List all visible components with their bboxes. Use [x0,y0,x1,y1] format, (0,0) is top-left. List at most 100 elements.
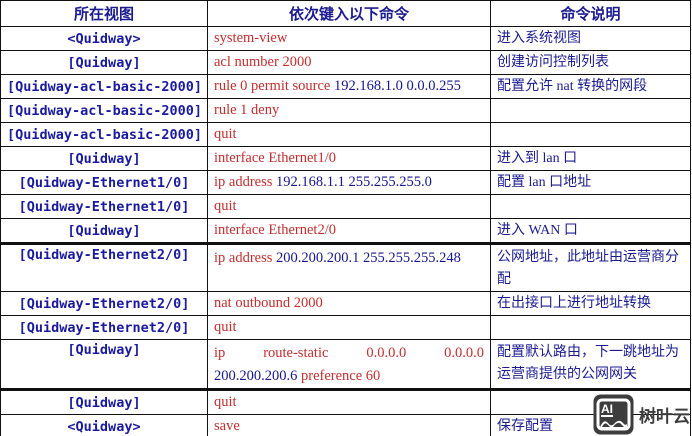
command-keyword: preference 60 [301,368,381,384]
command-line: interface Ethernet1/0 [214,148,484,170]
column-header-description: 命令说明 [490,0,691,27]
view-cell: [Quidway] [0,146,208,171]
command-table-body: <Quidway> system-view 进入系统视图 [Quidway] acl n… [0,26,691,436]
command-cell: interface Ethernet1/0 [207,146,491,171]
command-keyword: rule 0 permit source [214,78,334,94]
table-row: [Quidway] acl number 2000 创建访问控制列表 [0,50,691,75]
command-line: interface Ethernet2/0 [214,220,484,243]
command-cell: rule 0 permit source 192.168.1.0 0.0.0.2… [207,74,491,99]
table-row: [Quidway-acl-basic-2000] quit [0,122,691,147]
command-keyword: 0.0.0.0 [366,345,407,361]
command-line: system-view [214,28,484,50]
command-value: 192.168.1.0 0.0.0.255 [334,78,461,94]
ai-logo-icon: AI [593,394,634,435]
table-row: [Quidway] interface Ethernet1/0 进入到 lan 口 [0,146,691,171]
command-cell: ip address 192.168.1.1 255.255.255.0 [207,170,491,195]
command-line: quit [214,317,484,339]
command-keyword: quit [214,319,237,335]
view-cell: [Quidway] [0,50,208,75]
table-row: [Quidway] quit [0,388,691,415]
description-cell: 保存配置 [490,414,691,436]
command-line: 200.200.200.6 preference 60 [214,365,484,388]
command-keyword: quit [214,198,237,214]
description-cell: 配置允许 nat 转换的网段 [490,74,691,99]
description-cell [490,122,691,147]
description-cell: 进入到 lan 口 [490,146,691,171]
command-cell: rule 1 deny [207,98,491,123]
description-cell: 进入 WAN 口 [490,218,691,244]
command-keyword: quit [214,126,237,142]
command-line: ip route-static 0.0.0.0 0.0.0.0 [214,342,484,365]
description-cell: 创建访问控制列表 [490,50,691,75]
command-cell: save [207,414,491,436]
command-keyword: acl number 2000 [214,54,312,70]
command-line: rule 1 deny [214,100,484,122]
description-cell: 配置默认路由，下一跳地址为运营商提供的公网网关 [490,339,691,390]
command-keyword: nat outbound 2000 [214,295,323,311]
command-line: rule 0 permit source 192.168.1.0 0.0.0.2… [214,76,484,98]
command-keyword: ip address [214,174,277,190]
table-row: [Quidway] ip route-static 0.0.0.0 0.0.0.0 200… [0,339,691,390]
watermark-brand: 树叶云 [639,407,690,426]
command-line: nat outbound 2000 [214,293,484,315]
table-row: [Quidway-Ethernet1/0] ip address 192.168.… [0,170,691,195]
description-cell: 进入系统视图 [490,26,691,51]
view-cell: [Quidway] [0,218,208,244]
table-row: <Quidway> save 保存配置 [0,414,691,436]
table-row: [Quidway] interface Ethernet2/0 进入 WAN 口 [0,218,691,244]
table-row: [Quidway-Ethernet2/0] quit [0,315,691,340]
command-line: ip address 192.168.1.1 255.255.255.0 [214,172,484,194]
command-cell: nat outbound 2000 [207,291,491,316]
description-cell [490,98,691,123]
table-row: [Quidway-acl-basic-2000] rule 0 permit so… [0,74,691,99]
watermark: AI 树叶云 [593,394,692,435]
command-line: quit [214,196,484,218]
view-cell: [Quidway-acl-basic-2000] [0,74,208,99]
header-row: 所在视图 依次键入以下命令 命令说明 [0,0,691,27]
command-keyword: 0.0.0.0 [444,345,484,361]
command-keyword: interface Ethernet1/0 [214,150,336,166]
command-line: quit [214,393,484,414]
command-cell: quit [207,388,491,415]
table-row: [Quidway-Ethernet2/0] ip address 200.200.… [0,242,691,292]
table-row: [Quidway-Ethernet2/0] nat outbound 2000 在出… [0,291,691,316]
column-header-view: 所在视图 [0,0,208,27]
description-cell: 公网地址，此地址由运营商分配 [490,242,691,292]
command-keyword: route-static [263,345,329,361]
view-cell: [Quidway] [0,388,208,415]
view-cell: [Quidway-acl-basic-2000] [0,98,208,123]
command-cell: interface Ethernet2/0 [207,218,491,244]
command-cell: quit [207,194,491,219]
view-cell: [Quidway-Ethernet2/0] [0,242,208,292]
description-cell [490,194,691,219]
command-cell: ip route-static 0.0.0.0 0.0.0.0 200.200.200.… [207,339,491,390]
table-row: [Quidway-acl-basic-2000] rule 1 deny [0,98,691,123]
table-row: [Quidway-Ethernet1/0] quit [0,194,691,219]
column-header-command: 依次键入以下命令 [207,0,491,27]
table-row: <Quidway> system-view 进入系统视图 [0,26,691,51]
view-cell: [Quidway-Ethernet2/0] [0,315,208,340]
command-cell: acl number 2000 [207,50,491,75]
command-cell: ip address 200.200.200.1 255.255.255.248 [207,242,491,292]
view-cell: <Quidway> [0,26,208,51]
description-cell: 在出接口上进行地址转换 [490,291,691,316]
command-value: 200.200.200.1 255.255.255.248 [276,250,461,266]
view-cell: [Quidway-Ethernet2/0] [0,291,208,316]
command-keyword: save [214,418,240,434]
svg-text:AI: AI [601,402,613,416]
description-cell [490,315,691,340]
command-cell: quit [207,122,491,147]
command-keyword: rule 1 deny [214,102,280,118]
command-line: quit [214,124,484,146]
command-cell: quit [207,315,491,340]
view-cell: <Quidway> [0,414,208,436]
description-cell: 配置 lan 口地址 [490,170,691,195]
command-line: ip address 200.200.200.1 255.255.255.248 [214,247,484,270]
view-cell: [Quidway-acl-basic-2000] [0,122,208,147]
view-cell: [Quidway-Ethernet1/0] [0,194,208,219]
view-cell: [Quidway-Ethernet1/0] [0,170,208,195]
command-value: 192.168.1.1 255.255.255.0 [276,174,432,190]
command-keyword: ip address [214,250,277,266]
